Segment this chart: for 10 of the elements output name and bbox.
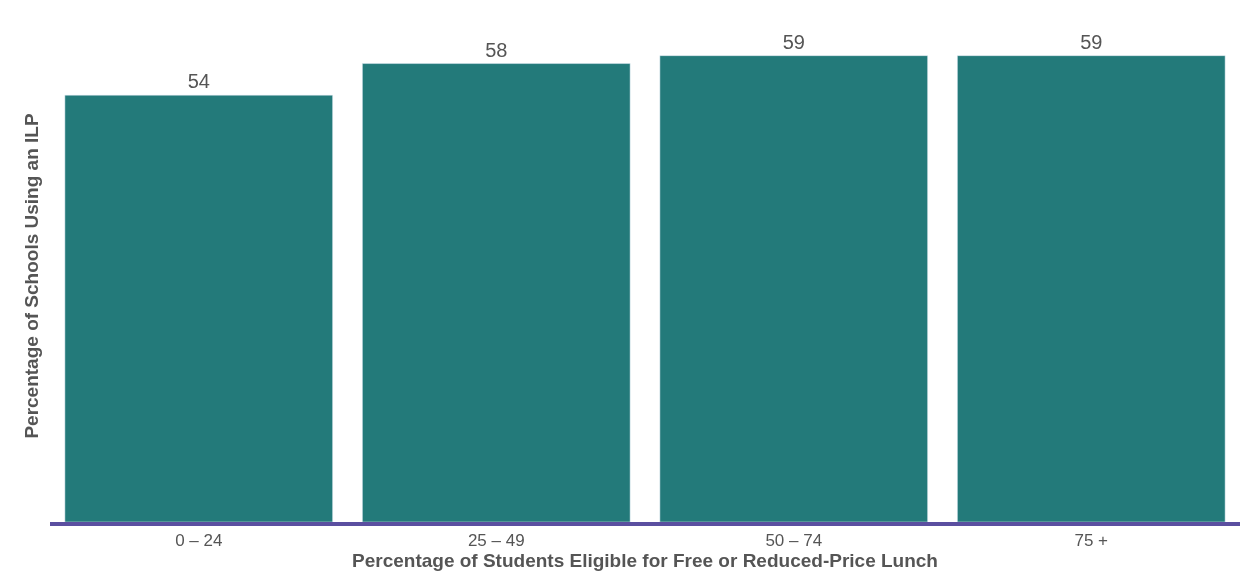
data-label: 58 [485, 38, 508, 61]
x-tick-label: 75 + [1074, 531, 1109, 551]
x-axis-title: Percentage of Students Eligible for Free or Reduced-Price Lunch [352, 550, 938, 572]
x-tick-label: 25 – 49 [467, 531, 525, 551]
data-label: 59 [1080, 30, 1103, 53]
x-tick-label: 50 – 74 [765, 531, 823, 551]
data-label: 59 [782, 30, 805, 53]
y-axis-title: Percentage of Schools Using an ILP [20, 113, 42, 439]
data-label: 54 [187, 70, 210, 93]
x-tick-label: 0 – 24 [175, 531, 223, 551]
